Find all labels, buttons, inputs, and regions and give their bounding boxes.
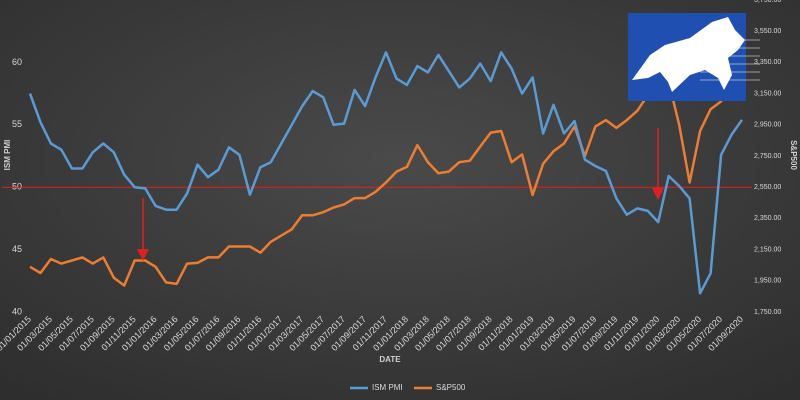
- y2-tick-label: 1,950.00: [754, 278, 781, 285]
- logo-bull: [632, 17, 745, 92]
- y-axis-title: ISM PMI: [3, 140, 12, 171]
- y2-tick-label: 1,750.00: [754, 309, 781, 316]
- y2-tick-label: 3,750.00: [754, 0, 781, 4]
- y2-tick-label: 2,350.00: [754, 215, 781, 222]
- y-tick-label: 60: [12, 57, 22, 67]
- y2-axis-title: S&P500: [789, 140, 798, 170]
- y2-tick-label: 2,150.00: [754, 246, 781, 253]
- y-tick-label: 40: [12, 306, 22, 316]
- series-line: [28, 51, 744, 295]
- legend-label: S&P500: [436, 383, 466, 392]
- legend: ISM PMI S&P500: [350, 383, 466, 392]
- y2-tick-label: 3,350.00: [754, 59, 781, 66]
- y2-tick-label: 2,950.00: [754, 122, 781, 129]
- series-line: [29, 38, 744, 287]
- y2-tick-label: 2,550.00: [754, 184, 781, 191]
- y2-tick-label: 3,550.00: [754, 28, 781, 35]
- y-tick-label: 55: [12, 119, 22, 129]
- y2-tick-label: 2,750.00: [754, 153, 781, 160]
- y2-tick-label: 3,150.00: [754, 90, 781, 97]
- legend-label: ISM PMI: [372, 383, 403, 392]
- x-axis-title: DATE: [379, 355, 401, 364]
- y-tick-label: 50: [12, 182, 22, 192]
- y-tick-label: 45: [12, 244, 22, 254]
- logo: [628, 13, 760, 101]
